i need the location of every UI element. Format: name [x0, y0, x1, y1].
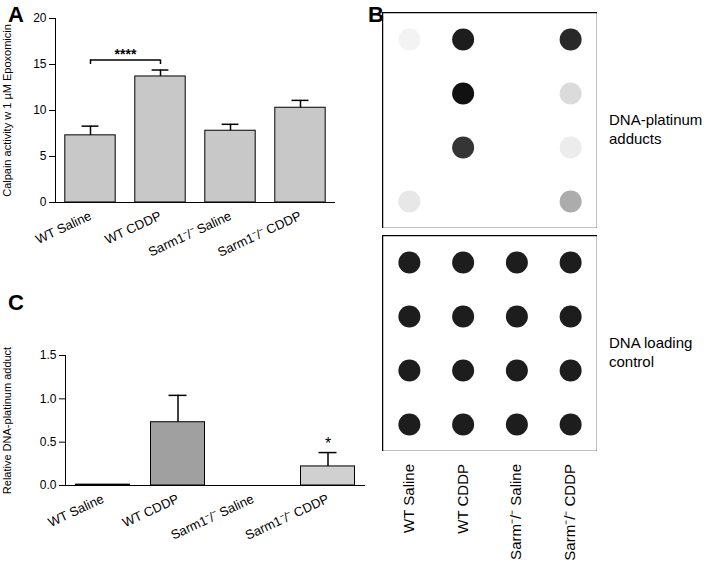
svg-text:Sarm⁻/⁻ Saline: Sarm⁻/⁻ Saline: [507, 464, 524, 560]
html-text:A: A: [8, 2, 24, 27]
svg-text:1.5: 1.5: [40, 348, 57, 362]
svg-text:Sarm1⁻/⁻ Saline: Sarm1⁻/⁻ Saline: [145, 208, 234, 260]
svg-text:20: 20: [33, 11, 47, 25]
svg-text:*: *: [325, 435, 331, 452]
svg-text:****: ****: [115, 46, 137, 62]
html-text:B: B: [368, 2, 384, 27]
html-text:C: C: [8, 290, 24, 315]
svg-text:5: 5: [40, 149, 47, 163]
svg-text:Relative DNA-platinum adduct: Relative DNA-platinum adduct: [1, 347, 13, 494]
svg-text:Sarm1⁻/⁻ Saline: Sarm1⁻/⁻ Saline: [168, 491, 256, 542]
svg-text:10: 10: [33, 103, 47, 117]
svg-text:0: 0: [40, 195, 47, 209]
html-text:DNA loading control: DNA loading control: [609, 334, 693, 370]
svg-text:WT CDDP: WT CDDP: [454, 464, 471, 534]
html-text:DNA-platinum adducts: DNA-platinum adducts: [609, 111, 703, 147]
svg-text:WT Saline: WT Saline: [400, 464, 417, 533]
svg-text:0.0: 0.0: [40, 478, 57, 492]
svg-text:15: 15: [33, 57, 47, 71]
svg-text:Calpain activity w 1 µM Epoxom: Calpain activity w 1 µM Epoxomicin: [1, 24, 13, 197]
svg-text:WT Saline: WT Saline: [33, 208, 93, 247]
svg-text:1.0: 1.0: [40, 392, 57, 406]
svg-text:Sarm⁻/⁻ CDDP: Sarm⁻/⁻ CDDP: [561, 464, 578, 561]
svg-text:Sarm1⁻/⁻ CDDP: Sarm1⁻/⁻ CDDP: [243, 491, 331, 543]
svg-text:0.5: 0.5: [40, 435, 57, 449]
svg-text:WT Saline: WT Saline: [46, 491, 106, 530]
svg-text:WT CDDP: WT CDDP: [120, 491, 181, 530]
svg-text:Sarm1⁻/⁻ CDDP: Sarm1⁻/⁻ CDDP: [215, 208, 303, 260]
svg-text:WT CDDP: WT CDDP: [102, 208, 164, 248]
